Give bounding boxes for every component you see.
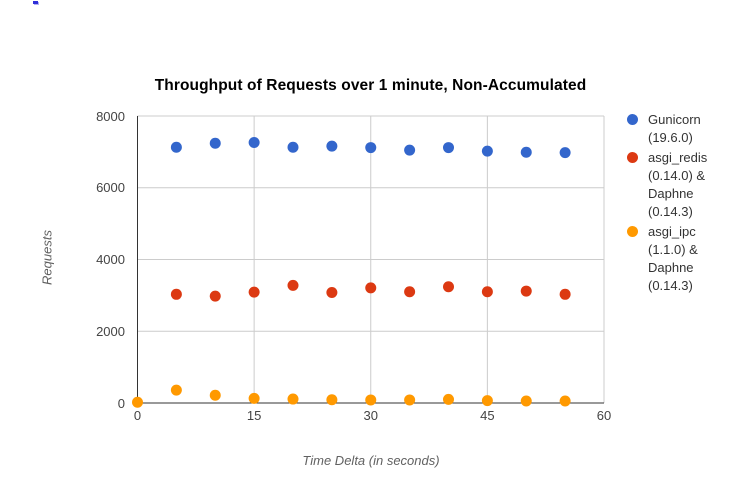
y-tick-label: 8000	[96, 108, 125, 124]
data-point	[287, 393, 299, 405]
data-point	[365, 282, 377, 294]
legend-item: asgi_redis (0.14.0) & Daphne (0.14.3)	[627, 149, 739, 221]
data-point	[248, 286, 260, 298]
data-point	[481, 395, 493, 407]
y-tick-label: 6000	[96, 180, 125, 196]
x-tick-label: 60	[596, 408, 612, 423]
legend-label: asgi_redis (0.14.0) & Daphne (0.14.3)	[648, 150, 708, 219]
data-point	[443, 142, 454, 154]
data-point	[170, 288, 182, 300]
legend-dot-icon	[627, 226, 638, 237]
data-point	[559, 147, 571, 159]
data-point	[559, 395, 571, 407]
x-tick-label: 15	[246, 408, 262, 423]
data-point	[248, 392, 260, 404]
data-point	[248, 137, 260, 149]
x-axis-title: Time Delta (in seconds)	[302, 453, 440, 468]
legend-dot-icon	[627, 114, 638, 125]
data-point	[404, 394, 416, 406]
data-point	[209, 389, 221, 401]
data-point	[520, 285, 532, 297]
data-point	[170, 141, 182, 153]
data-point	[559, 288, 571, 300]
x-tick-label: 0	[133, 408, 142, 423]
y-tick-label: 0	[117, 395, 125, 411]
data-point	[132, 396, 143, 408]
y-tick-label: 4000	[96, 252, 125, 267]
data-point	[520, 395, 532, 407]
legend-dot-icon	[627, 152, 638, 163]
data-point	[209, 137, 221, 149]
data-point	[326, 287, 338, 299]
data-point	[404, 286, 416, 298]
chart-legend: Gunicorn (19.6.0) asgi_redis (0.14.0) & Daph…	[627, 111, 739, 297]
legend-item: Gunicorn (19.6.0)	[627, 111, 739, 147]
data-point	[287, 279, 299, 291]
data-point	[404, 144, 416, 156]
data-point	[209, 290, 221, 302]
x-tick-label: 30	[363, 408, 378, 423]
legend-item: asgi_ipc (1.1.0) & Daphne (0.14.3)	[627, 223, 739, 295]
data-point	[443, 281, 454, 293]
data-point	[520, 146, 532, 158]
legend-label: asgi_ipc (1.1.0) & Daphne (0.14.3)	[648, 224, 698, 293]
y-tick-label: 2000	[96, 323, 125, 339]
legend-label: Gunicorn (19.6.0)	[648, 112, 701, 145]
data-point	[481, 145, 493, 157]
data-point	[365, 394, 377, 406]
data-point	[170, 384, 182, 396]
cursor-artifact	[33, 1, 38, 4]
chart-title: Throughput of Requests over 1 minute, No…	[154, 77, 587, 94]
x-tick-label: 45	[480, 408, 495, 423]
data-point	[443, 393, 454, 405]
y-axis-title: Requests	[39, 230, 55, 285]
data-point	[287, 141, 299, 153]
data-point	[326, 394, 338, 406]
data-point	[365, 142, 377, 154]
data-point	[326, 140, 338, 152]
data-point	[481, 286, 493, 298]
